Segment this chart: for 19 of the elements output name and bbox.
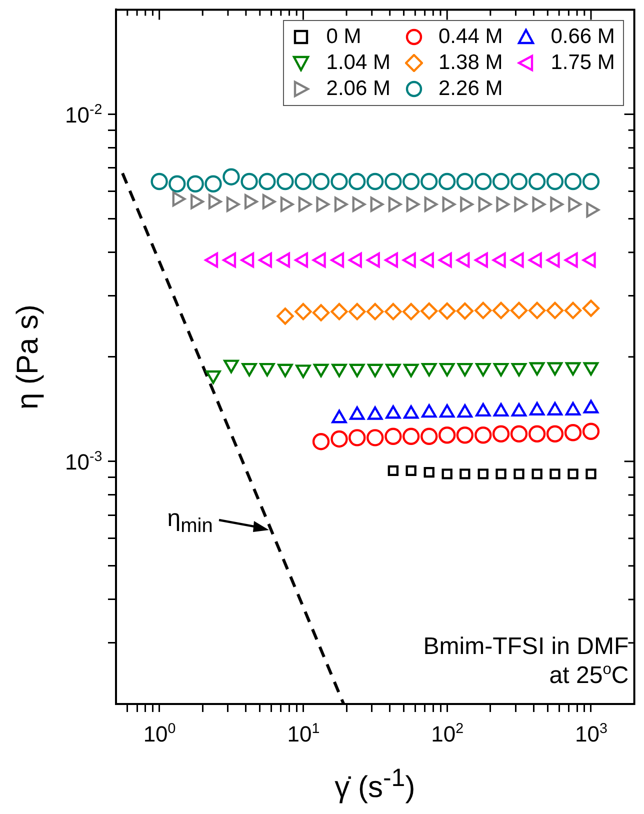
x-tick-label: 10$^{0}$ bbox=[143, 721, 176, 746]
x-axis-title: γ̇ (s$^{-1}$) bbox=[334, 764, 416, 804]
y-axis-title: η (Pa s) bbox=[11, 304, 44, 410]
x-tick-label: 10$^{3}$ bbox=[574, 721, 608, 746]
x-tick-label: 10$^{1}$ bbox=[287, 721, 320, 746]
legend-label: 1.04 M bbox=[326, 50, 390, 75]
legend-label: 2.26 M bbox=[438, 76, 503, 101]
annotation: at 25$^{o}$C bbox=[549, 661, 629, 690]
legend-label: 0.44 M bbox=[438, 24, 503, 49]
x-tick-label: 10$^{2}$ bbox=[431, 721, 464, 746]
legend-label: 0.66 M bbox=[550, 24, 615, 49]
y-tick-label: 10$^{-3}$ bbox=[65, 448, 102, 474]
legend-label: 0 M bbox=[326, 24, 362, 49]
y-tick-label: 10$^{-2}$ bbox=[65, 102, 102, 128]
legend-label: 2.06 M bbox=[326, 76, 390, 101]
legend-label: 1.38 M bbox=[438, 50, 503, 75]
annotation: Bmim-TFSI in DMF bbox=[423, 633, 629, 661]
legend-label: 1.75 M bbox=[550, 50, 615, 75]
annotation: η$_{min}$ bbox=[167, 504, 213, 538]
